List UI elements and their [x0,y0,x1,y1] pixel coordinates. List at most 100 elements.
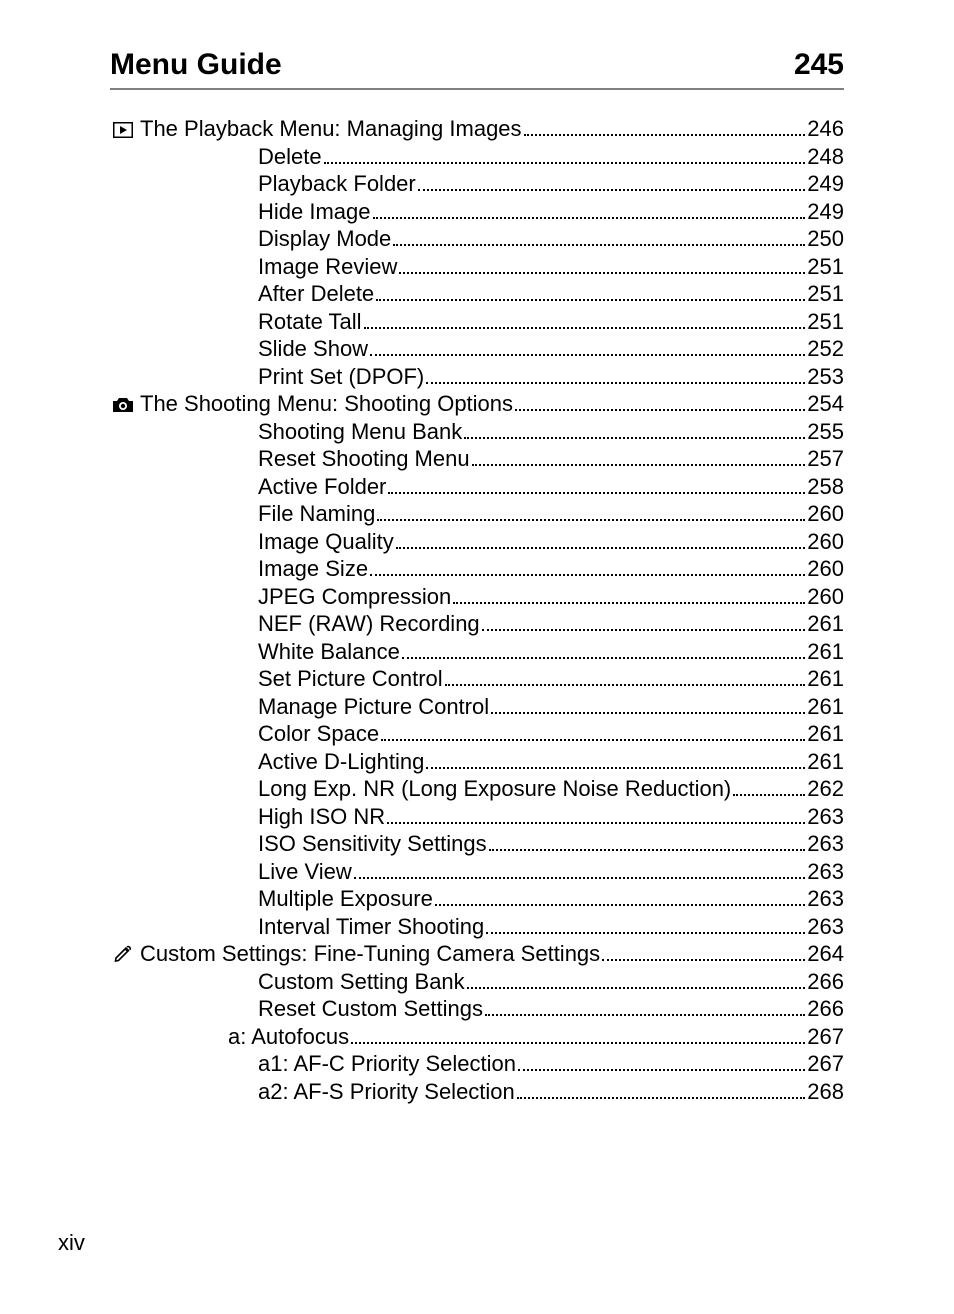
toc-item-row[interactable]: Rotate Tall251 [258,311,844,333]
toc-item-row[interactable]: Active Folder258 [258,476,844,498]
toc-page-number: 254 [807,393,844,415]
toc-item-row[interactable]: Print Set (DPOF)253 [258,366,844,388]
toc-item-label: Reset Shooting Menu [258,448,470,470]
dot-leaders [354,861,806,879]
toc-item-label: NEF (RAW) Recording [258,613,480,635]
toc-page-number: 260 [807,503,844,525]
toc-section-title: The Shooting Menu: Shooting Options [140,393,513,415]
toc-item-row[interactable]: Display Mode250 [258,228,844,250]
toc-page-number: 268 [807,1081,844,1103]
toc-section-row[interactable]: The Shooting Menu: Shooting Options 254 [110,393,844,415]
dot-leaders [453,586,805,604]
toc-item-row[interactable]: Set Picture Control 261 [258,668,844,690]
dot-leaders [486,916,805,934]
toc-item-row[interactable]: Multiple Exposure263 [258,888,844,910]
toc-item-row[interactable]: Long Exp. NR (Long Exposure Noise Reduct… [258,778,844,800]
toc-item-label: ISO Sensitivity Settings [258,833,487,855]
toc-item-row[interactable]: Custom Setting Bank266 [258,971,844,993]
toc-item-row[interactable]: NEF (RAW) Recording 261 [258,613,844,635]
toc-item-label: Display Mode [258,228,391,250]
toc-item-row[interactable]: Image Quality 260 [258,531,844,553]
toc-item-row[interactable]: Image Review251 [258,256,844,278]
toc-item-row[interactable]: a1: AF-C Priority Selection267 [258,1053,844,1075]
toc-page-number: 266 [807,971,844,993]
toc-sub-row[interactable]: a: Autofocus267 [228,1026,844,1048]
toc-item-label: Delete [258,146,322,168]
toc-page-number: 261 [807,668,844,690]
toc-section-row[interactable]: Custom Settings: Fine-Tuning Camera Sett… [110,943,844,965]
dot-leaders [402,641,805,659]
toc-item-row[interactable]: High ISO NR263 [258,806,844,828]
toc-page-number: 263 [807,916,844,938]
dot-leaders [364,311,806,329]
toc-page-number: 264 [807,943,844,965]
toc-item-row[interactable]: Shooting Menu Bank255 [258,421,844,443]
dot-leaders [377,503,805,521]
toc-item-row[interactable]: After Delete251 [258,283,844,305]
toc-item-row[interactable]: Interval Timer Shooting 263 [258,916,844,938]
toc-item-label: Interval Timer Shooting [258,916,484,938]
toc-item-label: Color Space [258,723,379,745]
toc-item-row[interactable]: Manage Picture Control 261 [258,696,844,718]
dot-leaders [515,393,805,411]
toc-page-number: 263 [807,888,844,910]
toc-item-label: Image Quality [258,531,394,553]
toc-item-row[interactable]: White Balance261 [258,641,844,663]
toc-item-label: Rotate Tall [258,311,362,333]
toc-page-number: 267 [807,1053,844,1075]
dot-leaders [399,256,805,274]
toc-item-label: Set Picture Control [258,668,443,690]
dot-leaders [373,201,806,219]
toc-item-row[interactable]: Delete248 [258,146,844,168]
toc-item-label: Playback Folder [258,173,416,195]
dot-leaders [485,998,805,1016]
toc-item-row[interactable]: Color Space261 [258,723,844,745]
toc-subgroup-label: a: Autofocus [228,1026,349,1048]
toc-page-number: 255 [807,421,844,443]
dot-leaders [370,338,805,356]
dot-leaders [381,723,805,741]
dot-leaders [426,751,805,769]
toc-page-number: 263 [807,861,844,883]
dot-leaders [472,448,806,466]
playback-icon [110,118,136,140]
toc-item-row[interactable]: Active D-Lighting261 [258,751,844,773]
toc-item-row[interactable]: Image Size 260 [258,558,844,580]
toc-item-label: Image Size [258,558,368,580]
toc-item-row[interactable]: ISO Sensitivity Settings263 [258,833,844,855]
toc-item-label: Live View [258,861,352,883]
toc-item-row[interactable]: File Naming260 [258,503,844,525]
toc-page-number: 266 [807,998,844,1020]
toc-page-number: 260 [807,558,844,580]
toc-page-number: 261 [807,696,844,718]
toc-page-number: 261 [807,613,844,635]
toc-item-row[interactable]: JPEG Compression260 [258,586,844,608]
header-rule [110,88,844,90]
toc-section-title: The Playback Menu: Managing Images [140,118,522,140]
camera-icon [110,393,136,415]
toc-page-number: 246 [807,118,844,140]
dot-leaders [733,778,805,796]
toc-item-label: White Balance [258,641,400,663]
toc-item-row[interactable]: Hide Image249 [258,201,844,223]
toc-item-row[interactable]: Live View 263 [258,861,844,883]
toc-section-row[interactable]: The Playback Menu: Managing Images 246 [110,118,844,140]
dot-leaders [517,1081,806,1099]
toc-item-label: Manage Picture Control [258,696,489,718]
toc-item-row[interactable]: Slide Show252 [258,338,844,360]
toc-page-number: 257 [807,448,844,470]
toc-item-label: Active Folder [258,476,386,498]
toc-item-row[interactable]: Playback Folder249 [258,173,844,195]
dot-leaders [464,421,805,439]
toc-item-row[interactable]: Reset Custom Settings266 [258,998,844,1020]
toc-item-row[interactable]: Reset Shooting Menu 257 [258,448,844,470]
toc-item-label: Active D-Lighting [258,751,424,773]
dot-leaders [370,558,805,576]
toc-page-number: 260 [807,531,844,553]
toc-page-number: 253 [807,366,844,388]
toc-item-row[interactable]: a2: AF-S Priority Selection 268 [258,1081,844,1103]
toc-item-label: a2: AF-S Priority Selection [258,1081,515,1103]
dot-leaders [393,228,805,246]
dot-leaders [426,366,805,384]
toc-item-label: Image Review [258,256,397,278]
